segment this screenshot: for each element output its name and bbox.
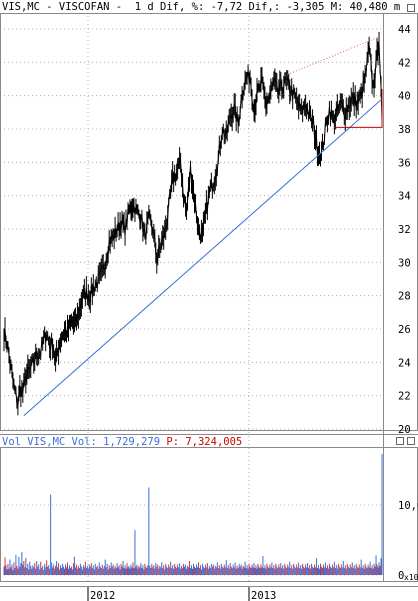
price-tick-label: 32 bbox=[398, 224, 411, 236]
price-tick-label: 38 bbox=[398, 124, 411, 136]
x-tick-label: 2012 bbox=[90, 590, 115, 601]
volume-title: Vol_VIS,MC Vol: 1,729,279 P: 7,324,005 bbox=[2, 436, 242, 448]
price-tick-label: 30 bbox=[398, 257, 411, 269]
volume-p-label: P: 7,324,005 bbox=[166, 436, 243, 448]
volume-panel-border bbox=[0, 447, 418, 582]
volume-panel-minimize-button[interactable] bbox=[396, 437, 404, 445]
price-tick-label: 22 bbox=[398, 391, 411, 403]
price-tick-label: 44 bbox=[398, 24, 411, 36]
price-panel-maximize-button[interactable] bbox=[407, 4, 415, 12]
price-tick-label: 26 bbox=[398, 324, 411, 336]
price-tick-label: 34 bbox=[398, 191, 411, 203]
price-tick-label: 20 bbox=[398, 424, 411, 436]
price-tick-label: 40 bbox=[398, 91, 411, 103]
volume-panel-maximize-button[interactable] bbox=[407, 437, 415, 445]
price-tick-label: 24 bbox=[398, 357, 411, 369]
resistance-channel-line bbox=[284, 35, 383, 77]
volume-tick-label: 0 bbox=[398, 570, 404, 582]
x-tick-label: 2013 bbox=[251, 590, 276, 601]
volume-unit-label: x10 bbox=[404, 573, 418, 582]
support-trendline bbox=[23, 98, 383, 417]
volume-label: Vol_VIS,MC Vol: 1,729,279 bbox=[2, 436, 161, 448]
price-title: VIS,MC - VISCOFAN - 1 d Dif, %: -7,72 Di… bbox=[2, 1, 401, 13]
volume-tick-label: 10,0 bbox=[398, 500, 418, 512]
price-tick-label: 36 bbox=[398, 157, 411, 169]
price-panel-border bbox=[0, 13, 418, 431]
price-tick-label: 28 bbox=[398, 291, 411, 303]
price-tick-label: 42 bbox=[398, 57, 411, 69]
